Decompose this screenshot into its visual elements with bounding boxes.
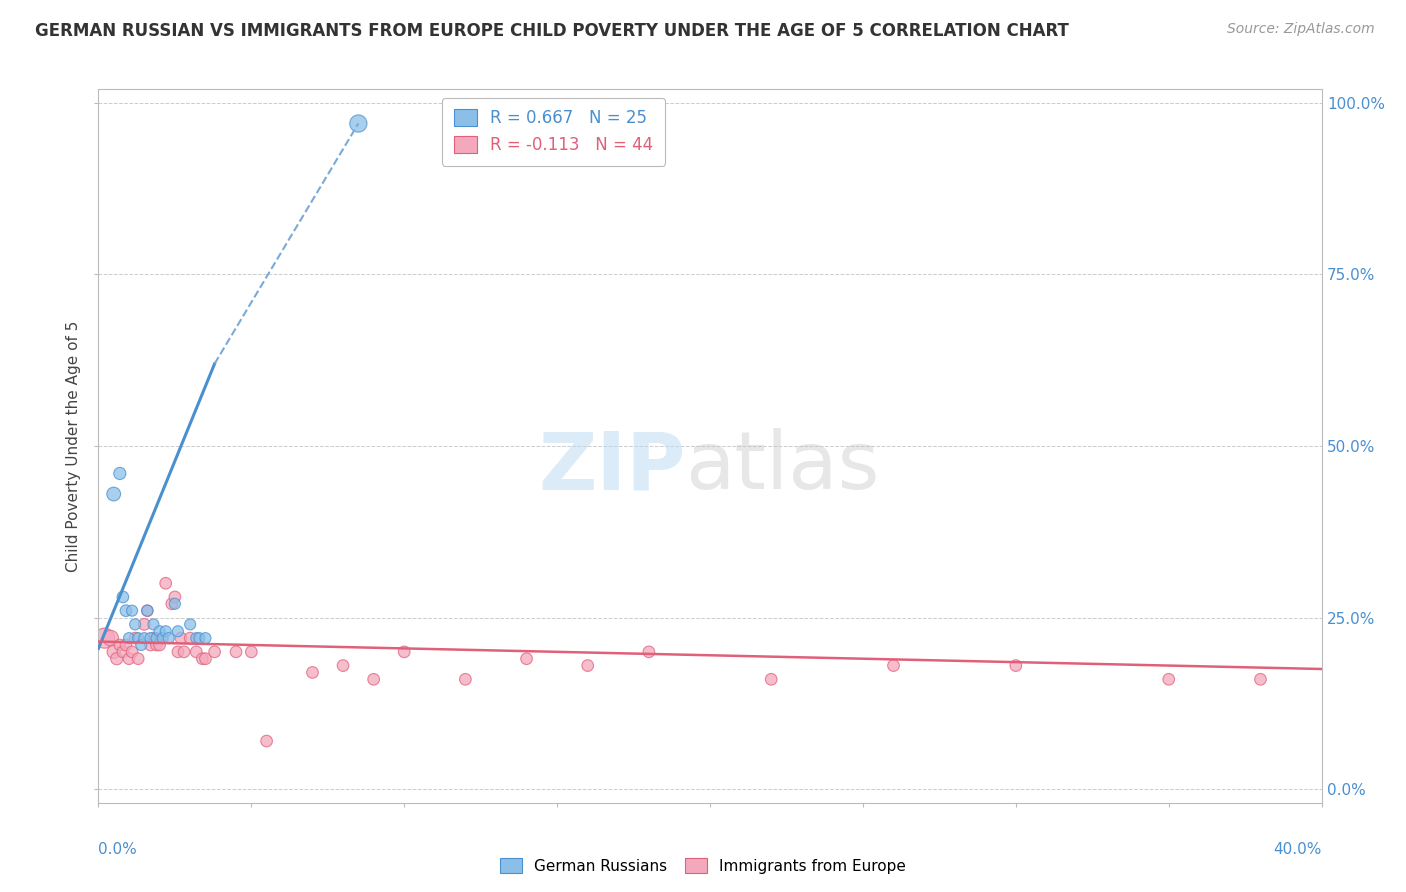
Point: [108, 638, 131, 652]
Point: [105, 651, 128, 665]
Point: [155, 624, 177, 639]
Point: [100, 631, 122, 645]
Point: [121, 604, 143, 618]
Point: [136, 604, 159, 618]
Point: [157, 631, 180, 645]
Point: [186, 631, 208, 645]
Point: [1157, 673, 1180, 687]
Point: [145, 631, 167, 645]
Point: [134, 631, 156, 645]
Point: [1250, 673, 1272, 687]
Point: [149, 638, 172, 652]
Point: [115, 638, 138, 652]
Point: [149, 624, 172, 639]
Point: [179, 631, 201, 645]
Point: [576, 658, 599, 673]
Point: [124, 631, 146, 645]
Point: [173, 645, 195, 659]
Y-axis label: Child Poverty Under the Age of 5: Child Poverty Under the Age of 5: [66, 320, 82, 572]
Point: [127, 651, 149, 665]
Point: [188, 631, 211, 645]
Point: [883, 658, 905, 673]
Point: [194, 651, 217, 665]
Text: 0.0%: 0.0%: [98, 842, 138, 857]
Point: [163, 597, 186, 611]
Point: [256, 734, 278, 748]
Point: [170, 631, 193, 645]
Text: 40.0%: 40.0%: [1274, 842, 1322, 857]
Point: [204, 645, 226, 659]
Point: [139, 638, 162, 652]
Point: [160, 597, 183, 611]
Point: [186, 645, 208, 659]
Point: [111, 645, 134, 659]
Point: [152, 631, 174, 645]
Point: [142, 631, 165, 645]
Point: [301, 665, 323, 680]
Point: [347, 116, 370, 130]
Point: [127, 631, 149, 645]
Point: [115, 604, 138, 618]
Point: [638, 645, 661, 659]
Point: [179, 617, 201, 632]
Text: atlas: atlas: [686, 428, 880, 507]
Legend: German Russians, Immigrants from Europe: German Russians, Immigrants from Europe: [494, 852, 912, 880]
Point: [516, 651, 538, 665]
Point: [111, 590, 134, 604]
Point: [163, 590, 186, 604]
Point: [332, 658, 354, 673]
Point: [392, 645, 416, 659]
Point: [134, 617, 156, 632]
Point: [167, 645, 190, 659]
Point: [225, 645, 247, 659]
Point: [93, 631, 115, 645]
Point: [108, 467, 131, 481]
Point: [103, 645, 125, 659]
Point: [118, 631, 141, 645]
Point: [363, 673, 385, 687]
Point: [240, 645, 263, 659]
Point: [1004, 658, 1026, 673]
Text: GERMAN RUSSIAN VS IMMIGRANTS FROM EUROPE CHILD POVERTY UNDER THE AGE OF 5 CORREL: GERMAN RUSSIAN VS IMMIGRANTS FROM EUROPE…: [35, 22, 1069, 40]
Point: [454, 673, 477, 687]
Point: [139, 631, 162, 645]
Point: [136, 604, 159, 618]
Legend: R = 0.667   N = 25, R = -0.113   N = 44: R = 0.667 N = 25, R = -0.113 N = 44: [441, 97, 665, 166]
Text: Source: ZipAtlas.com: Source: ZipAtlas.com: [1227, 22, 1375, 37]
Point: [191, 651, 214, 665]
Text: ZIP: ZIP: [538, 428, 686, 507]
Point: [124, 617, 146, 632]
Point: [129, 638, 152, 652]
Point: [155, 576, 177, 591]
Point: [145, 638, 167, 652]
Point: [121, 645, 143, 659]
Point: [761, 673, 783, 687]
Point: [167, 624, 190, 639]
Point: [103, 487, 125, 501]
Point: [194, 631, 217, 645]
Point: [118, 651, 141, 665]
Point: [142, 617, 165, 632]
